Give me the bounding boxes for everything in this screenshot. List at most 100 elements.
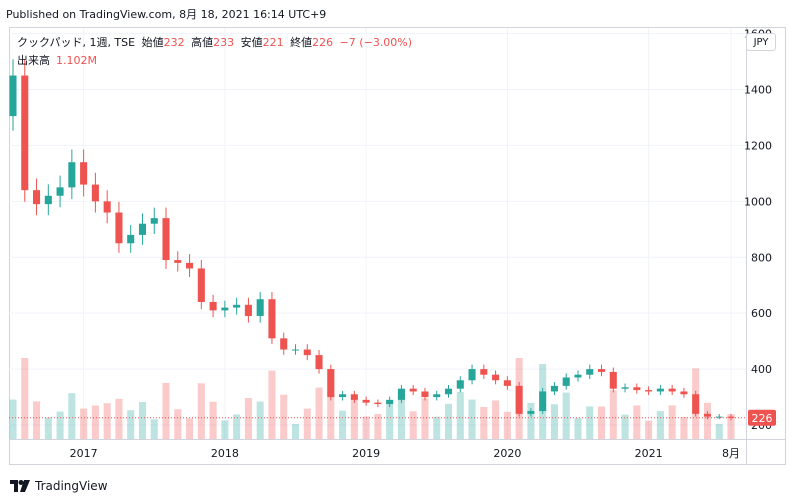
candle bbox=[56, 175, 64, 208]
volume-bar bbox=[550, 404, 558, 439]
high-label: 高値 bbox=[191, 36, 214, 49]
y-tick-label: 800 bbox=[751, 251, 772, 264]
candle bbox=[633, 383, 641, 394]
volume-bar bbox=[56, 411, 64, 439]
volume-bar bbox=[574, 418, 582, 439]
candle bbox=[91, 172, 99, 213]
volume-bar bbox=[244, 398, 252, 439]
low-label: 安値 bbox=[240, 36, 263, 49]
y-tick-label: 400 bbox=[751, 363, 772, 376]
candle-layer bbox=[9, 59, 735, 421]
candle bbox=[586, 364, 594, 379]
volume-bar bbox=[680, 417, 688, 439]
volume-bar bbox=[291, 424, 300, 439]
candle bbox=[444, 384, 453, 398]
y-tick-label: 1400 bbox=[744, 84, 772, 97]
volume-bar bbox=[91, 405, 99, 439]
volume-bar bbox=[221, 420, 229, 439]
volume-bar bbox=[633, 405, 641, 439]
volume-bar bbox=[421, 398, 429, 439]
x-tick-label: 8月 bbox=[722, 447, 740, 460]
volume-bar bbox=[527, 402, 535, 439]
footer-brand: TradingView bbox=[35, 479, 108, 493]
candle bbox=[480, 364, 488, 379]
candle bbox=[468, 364, 476, 385]
volume-bar bbox=[703, 402, 711, 439]
candle bbox=[103, 190, 111, 224]
volume-bar bbox=[280, 394, 288, 439]
volume-bar bbox=[174, 409, 182, 439]
candle bbox=[597, 364, 606, 377]
candle bbox=[315, 350, 323, 374]
candle bbox=[68, 149, 76, 200]
candle bbox=[21, 59, 29, 202]
candle bbox=[645, 386, 653, 396]
volume-bar bbox=[456, 392, 464, 439]
last-price-badge bbox=[748, 409, 776, 426]
price-chart[interactable]: 2004006008001000120014001600 20172018201… bbox=[9, 27, 786, 465]
candle bbox=[327, 364, 335, 401]
candle bbox=[574, 370, 582, 382]
grid-layer bbox=[9, 27, 786, 465]
candle bbox=[692, 390, 700, 417]
candle bbox=[221, 300, 229, 318]
candle bbox=[456, 376, 464, 393]
volume-bar bbox=[444, 403, 453, 439]
volume-layer bbox=[9, 358, 735, 439]
change-value: −7 (−3.00%) bbox=[339, 36, 413, 49]
volume-bar bbox=[268, 370, 276, 439]
y-tick-label: 1200 bbox=[744, 139, 772, 152]
volume-bar bbox=[715, 424, 723, 439]
last-price-label: 226 bbox=[752, 412, 773, 425]
footer: TradingView bbox=[10, 479, 108, 493]
volume-bar bbox=[197, 383, 205, 439]
volume-value: 1.102M bbox=[56, 54, 97, 67]
y-tick-label: 600 bbox=[751, 307, 772, 320]
volume-bar bbox=[409, 411, 417, 439]
volume-bar bbox=[362, 416, 370, 439]
candle bbox=[115, 201, 123, 253]
volume-bar bbox=[656, 411, 664, 439]
last-price-badge-group: 226 bbox=[748, 409, 776, 426]
candle bbox=[186, 254, 194, 277]
volume-label: 出来高 bbox=[17, 54, 50, 67]
candle bbox=[80, 149, 88, 197]
candle bbox=[680, 387, 688, 398]
high-value: 233 bbox=[213, 36, 235, 49]
candle bbox=[268, 291, 276, 345]
price-axis: 2004006008001000120014001600 bbox=[744, 28, 772, 432]
volume-bar bbox=[397, 393, 405, 439]
candle bbox=[433, 390, 441, 401]
time-axis: 2017 2018 2019 2020 2021 8月 bbox=[70, 447, 740, 460]
volume-bar bbox=[115, 398, 123, 439]
volume-bar bbox=[256, 401, 264, 439]
candle bbox=[527, 408, 535, 417]
candle bbox=[362, 396, 370, 406]
volume-bar bbox=[350, 397, 358, 439]
candle bbox=[609, 367, 617, 393]
volume-bar bbox=[668, 405, 676, 439]
candle bbox=[339, 390, 347, 401]
volume-bar bbox=[209, 401, 217, 439]
x-tick-label: 2020 bbox=[493, 447, 521, 460]
candle bbox=[503, 376, 511, 390]
volume-bar bbox=[186, 418, 194, 439]
candle bbox=[138, 213, 147, 245]
currency-button[interactable]: JPY bbox=[746, 33, 776, 51]
candle bbox=[621, 383, 629, 393]
candle bbox=[209, 294, 217, 318]
close-label: 終値 bbox=[290, 36, 313, 49]
volume-bar bbox=[21, 358, 29, 439]
candle bbox=[539, 387, 547, 414]
candle bbox=[668, 384, 676, 396]
close-value: 226 bbox=[312, 36, 334, 49]
x-tick-label: 2019 bbox=[352, 447, 380, 460]
candle bbox=[150, 207, 158, 235]
candle bbox=[44, 184, 52, 216]
volume-bar bbox=[339, 410, 347, 439]
candle bbox=[350, 390, 358, 404]
volume-legend: 出来高 1.102M bbox=[17, 52, 97, 68]
volume-bar bbox=[374, 414, 382, 439]
volume-bar bbox=[44, 417, 52, 439]
volume-bar bbox=[597, 406, 606, 439]
